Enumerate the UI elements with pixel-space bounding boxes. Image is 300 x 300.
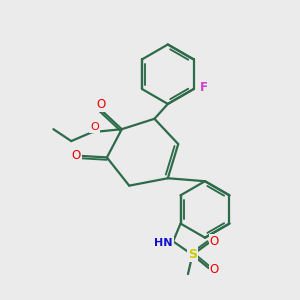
Text: O: O bbox=[72, 149, 81, 162]
Text: O: O bbox=[96, 98, 106, 111]
Text: S: S bbox=[188, 248, 197, 261]
Text: O: O bbox=[209, 263, 219, 276]
Text: O: O bbox=[90, 122, 99, 132]
Text: F: F bbox=[200, 81, 208, 94]
Text: O: O bbox=[209, 235, 219, 248]
Text: HN: HN bbox=[154, 238, 173, 248]
